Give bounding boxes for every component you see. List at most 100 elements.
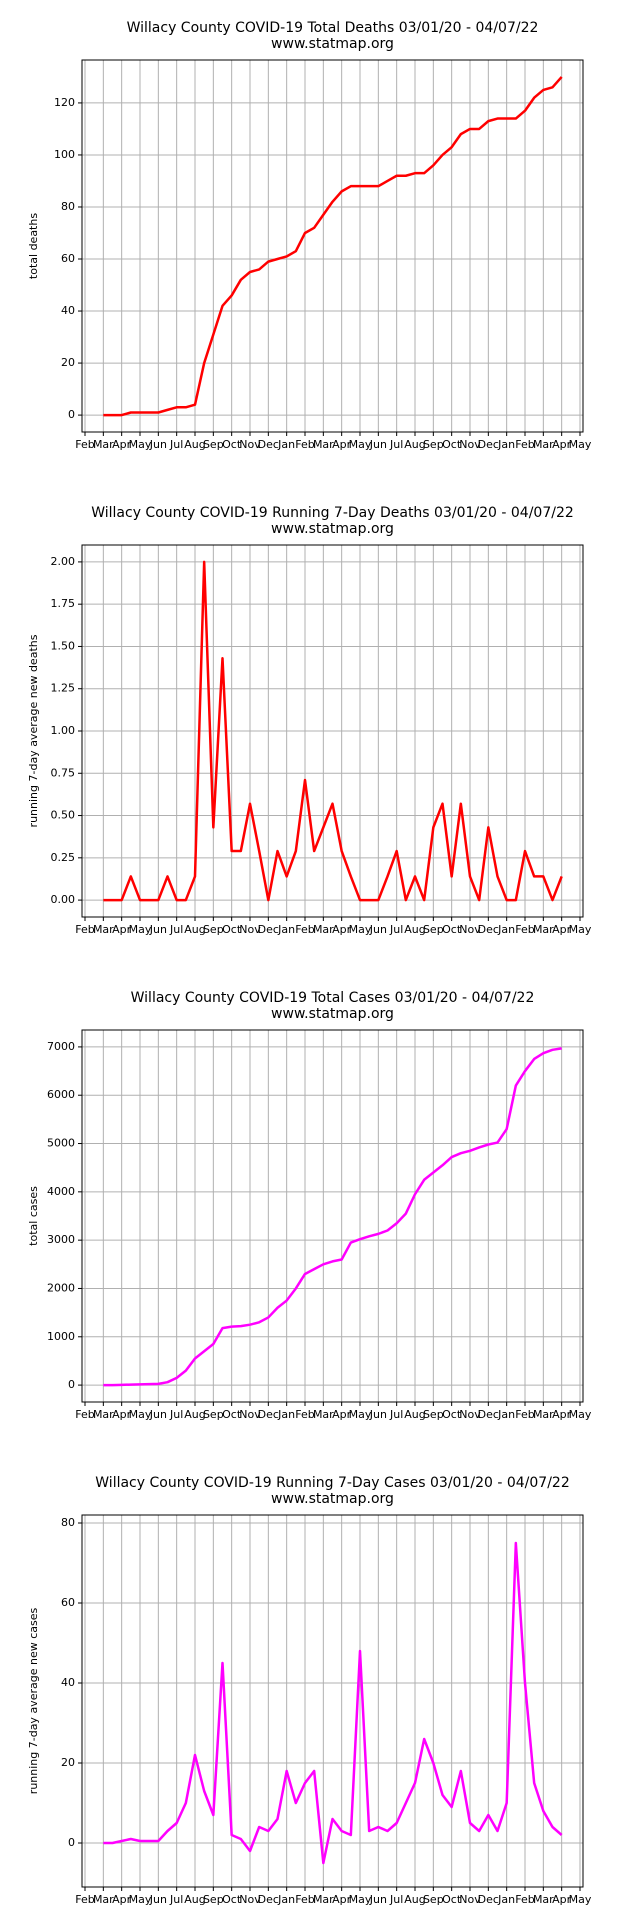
x-tick-label: Jun xyxy=(149,1893,167,1906)
y-tick-label: 0.75 xyxy=(51,766,76,779)
x-tick-label: Feb xyxy=(75,1408,94,1421)
x-tick-label: Mar xyxy=(93,1408,114,1421)
x-tick-label: Aug xyxy=(404,1408,425,1421)
y-tick-label: 60 xyxy=(61,1596,75,1609)
x-tick-label: Oct xyxy=(222,1408,242,1421)
plot-frame xyxy=(81,1029,584,1403)
x-tick-label: Feb xyxy=(295,438,314,451)
y-tick-label: 7000 xyxy=(47,1040,75,1053)
x-tick-label: Feb xyxy=(515,923,534,936)
x-tick-label: May xyxy=(129,923,152,936)
x-tick-label: Nov xyxy=(459,1408,481,1421)
x-tick-label: Apr xyxy=(332,1893,352,1906)
x-tick-label: Jun xyxy=(369,438,387,451)
plot-frame xyxy=(81,1514,584,1888)
chart-subtitle: www.statmap.org xyxy=(271,36,394,52)
plot-frame xyxy=(81,544,584,918)
x-tick-label: Sep xyxy=(423,1408,444,1421)
x-tick-label: Aug xyxy=(184,1893,205,1906)
x-tick-label: Feb xyxy=(515,1893,534,1906)
x-tick-label: Jun xyxy=(369,1893,387,1906)
y-tick-label: 1.25 xyxy=(51,682,76,695)
x-tick-label: Oct xyxy=(222,438,242,451)
x-tick-label: Aug xyxy=(404,923,425,936)
x-tick-label: Feb xyxy=(75,923,94,936)
x-tick-label: Oct xyxy=(442,438,462,451)
x-tick-label: Apr xyxy=(332,1408,352,1421)
x-tick-label: Mar xyxy=(533,923,554,936)
x-tick-label: May xyxy=(569,438,592,451)
x-tick-label: Apr xyxy=(552,1408,572,1421)
y-tick-label: 80 xyxy=(61,200,75,213)
x-tick-label: Nov xyxy=(239,438,261,451)
data-line xyxy=(103,1047,562,1387)
y-tick-label: 20 xyxy=(61,1756,75,1769)
x-tick-label: Apr xyxy=(332,923,352,936)
x-tick-label: May xyxy=(129,438,152,451)
x-tick-label: Dec xyxy=(258,1893,279,1906)
x-tick-label: Feb xyxy=(515,1408,534,1421)
x-tick-label: May xyxy=(569,1408,592,1421)
x-tick-label: Jun xyxy=(369,1408,387,1421)
x-tick-label: May xyxy=(569,1893,592,1906)
x-tick-label: Feb xyxy=(515,438,534,451)
x-tick-label: Oct xyxy=(442,1893,462,1906)
x-tick-label: Oct xyxy=(442,923,462,936)
data-line xyxy=(103,560,563,902)
x-tick-label: Mar xyxy=(313,1893,334,1906)
x-tick-label: Mar xyxy=(93,1893,114,1906)
x-tick-label: May xyxy=(349,1408,372,1421)
data-line xyxy=(103,76,563,417)
y-tick-label: 3000 xyxy=(47,1233,75,1246)
x-tick-label: May xyxy=(129,1893,152,1906)
x-tick-label: Mar xyxy=(93,923,114,936)
y-tick-label: 0.00 xyxy=(51,893,76,906)
x-tick-label: Jan xyxy=(497,438,515,451)
x-tick-label: Sep xyxy=(203,923,224,936)
x-tick-label: Feb xyxy=(75,1893,94,1906)
x-tick-label: Sep xyxy=(203,438,224,451)
x-tick-label: Jan xyxy=(497,1893,515,1906)
y-tick-label: 120 xyxy=(54,96,75,109)
x-tick-label: Jan xyxy=(277,1408,295,1421)
y-tick-label: 2.00 xyxy=(51,555,76,568)
x-tick-label: Aug xyxy=(184,923,205,936)
chart-subtitle: www.statmap.org xyxy=(271,1491,394,1507)
x-tick-label: Dec xyxy=(478,1893,499,1906)
x-tick-label: Jul xyxy=(389,1893,403,1906)
y-tick-label: 1000 xyxy=(47,1330,75,1343)
x-tick-label: Dec xyxy=(478,438,499,451)
y-tick-label: 80 xyxy=(61,1516,75,1529)
y-tick-label: 0 xyxy=(68,1378,75,1391)
y-tick-label: 0.25 xyxy=(51,851,76,864)
x-tick-label: Jul xyxy=(169,923,183,936)
x-tick-label: Jul xyxy=(169,438,183,451)
x-tick-label: Feb xyxy=(75,438,94,451)
x-tick-label: May xyxy=(349,923,372,936)
x-tick-label: Jul xyxy=(169,1408,183,1421)
x-tick-label: Sep xyxy=(423,923,444,936)
x-tick-label: Oct xyxy=(442,1408,462,1421)
x-tick-label: Mar xyxy=(93,438,114,451)
x-tick-label: Aug xyxy=(404,438,425,451)
x-tick-label: Dec xyxy=(478,1408,499,1421)
x-tick-label: Aug xyxy=(184,1408,205,1421)
chart-subtitle: www.statmap.org xyxy=(271,521,394,537)
y-tick-label: 60 xyxy=(61,252,75,265)
x-tick-label: Oct xyxy=(222,923,242,936)
chart-title: Willacy County COVID-19 Total Deaths 03/… xyxy=(127,20,539,36)
y-tick-label: 0 xyxy=(68,1836,75,1849)
y-tick-label: 0.50 xyxy=(51,809,76,822)
x-tick-label: Aug xyxy=(184,438,205,451)
x-tick-label: Nov xyxy=(459,438,481,451)
x-tick-label: Nov xyxy=(459,1893,481,1906)
x-tick-label: Jun xyxy=(149,923,167,936)
x-tick-label: Jul xyxy=(169,1893,183,1906)
y-tick-label: 0 xyxy=(68,408,75,421)
y-tick-label: 1.00 xyxy=(51,724,76,737)
x-tick-label: Apr xyxy=(112,1893,132,1906)
plot-frame xyxy=(81,59,584,433)
y-tick-label: 1.50 xyxy=(51,639,76,652)
x-tick-label: Jan xyxy=(277,438,295,451)
